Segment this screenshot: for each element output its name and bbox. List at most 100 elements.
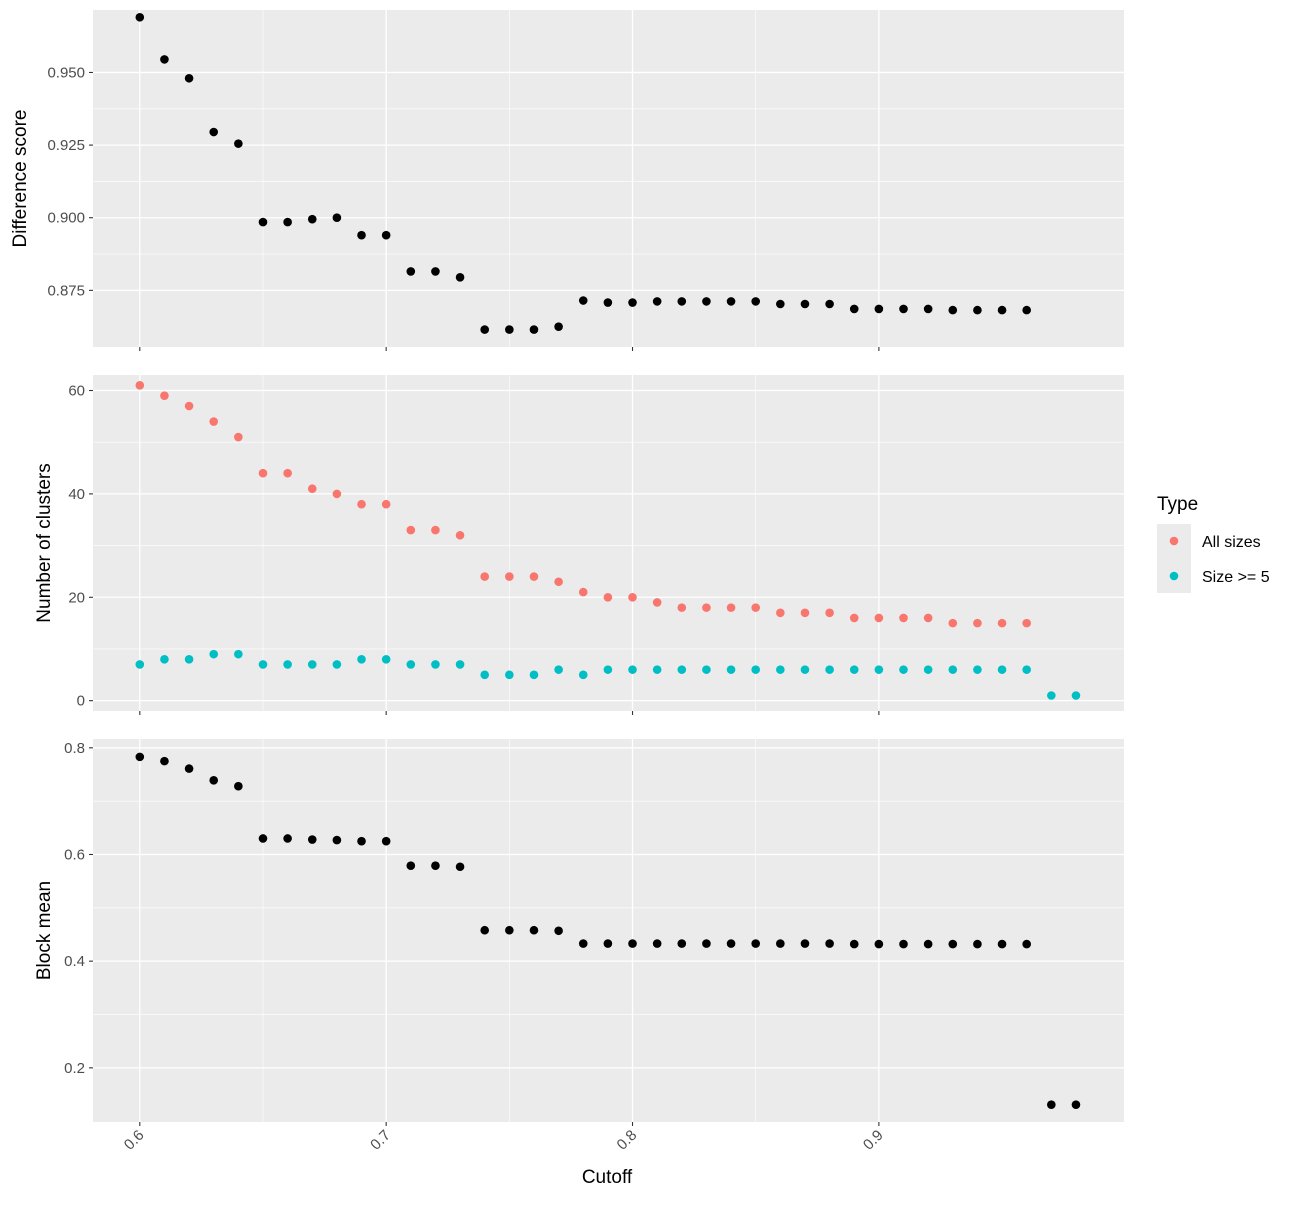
y-tick-label: 0.6 — [64, 846, 85, 863]
data-point — [357, 499, 366, 509]
data-point — [652, 598, 662, 607]
data-point — [554, 926, 563, 936]
data-point — [677, 603, 687, 612]
data-point — [825, 608, 834, 618]
data-point — [160, 756, 169, 766]
data-point — [973, 665, 982, 674]
data-point — [505, 925, 514, 935]
data-point — [702, 603, 711, 612]
data-point — [997, 618, 1007, 628]
data-point — [431, 267, 440, 276]
data-point — [948, 939, 958, 949]
legend-label: All sizes — [1202, 534, 1261, 551]
data-point — [1022, 618, 1031, 628]
data-point — [480, 925, 490, 935]
data-point — [677, 297, 687, 306]
data-point — [529, 572, 539, 581]
data-point — [923, 665, 933, 674]
data-point — [603, 298, 613, 307]
data-point — [406, 861, 416, 870]
data-point — [726, 603, 736, 612]
data-point — [307, 835, 317, 844]
data-point — [381, 230, 391, 240]
panel-block-mean: 0.2 0.4 0.6 0.8 Block mean — [34, 739, 1124, 1126]
data-point — [628, 939, 637, 948]
data-point — [973, 305, 982, 315]
data-point — [751, 665, 760, 674]
data-point — [603, 939, 613, 948]
data-point — [726, 665, 736, 674]
data-point — [135, 660, 145, 669]
y-tick-label: 40 — [68, 486, 85, 503]
data-point — [455, 530, 465, 540]
data-point — [234, 781, 243, 791]
data-point — [800, 939, 810, 948]
data-point — [234, 139, 243, 148]
data-point — [357, 230, 366, 240]
data-point — [849, 665, 859, 674]
data-point — [258, 834, 268, 843]
data-point — [776, 608, 785, 618]
legend: All sizes Size >= 5 — [1157, 524, 1270, 593]
data-point — [997, 305, 1007, 315]
panel-number-of-clusters: 0 20 40 60 Number of clusters — [34, 375, 1124, 715]
data-point — [578, 939, 588, 948]
data-point — [923, 613, 933, 623]
y-tick-label: 0.2 — [64, 1060, 85, 1077]
data-point — [603, 665, 613, 674]
legend-title: Type — [1157, 494, 1198, 515]
data-point — [431, 861, 440, 870]
data-point — [726, 939, 736, 948]
data-point — [628, 592, 637, 602]
data-point — [652, 939, 662, 948]
data-point — [825, 939, 834, 948]
data-point — [874, 665, 884, 674]
data-point — [1047, 1100, 1056, 1109]
data-point — [505, 572, 514, 581]
data-point — [184, 655, 194, 664]
data-point — [652, 665, 662, 674]
data-point — [751, 297, 760, 306]
data-point — [948, 665, 958, 674]
data-point — [776, 665, 785, 674]
data-point — [406, 660, 416, 669]
legend-key-all-sizes — [1169, 536, 1179, 546]
data-point — [135, 12, 145, 22]
data-point — [455, 272, 465, 282]
panel-background — [93, 739, 1124, 1122]
data-point — [899, 613, 908, 623]
data-point — [702, 665, 711, 674]
data-point — [899, 665, 908, 674]
x-axis-title: Cutoff — [582, 1167, 633, 1188]
data-point — [283, 468, 292, 478]
data-point — [923, 939, 933, 949]
data-point — [554, 665, 563, 674]
x-tick-label: 0.9 — [860, 1127, 887, 1154]
data-point — [184, 73, 194, 83]
panel-difference-score: 0.875 0.900 0.925 0.950 Difference score — [10, 10, 1124, 351]
data-point — [480, 325, 490, 334]
data-point — [1071, 1100, 1081, 1109]
data-point — [135, 752, 145, 762]
data-point — [1022, 305, 1031, 315]
data-point — [726, 297, 736, 306]
data-point — [431, 660, 440, 669]
data-point — [283, 217, 292, 227]
data-point — [529, 325, 539, 334]
data-point — [307, 214, 317, 224]
series-size-5 — [135, 649, 1081, 700]
legend-label: Size >= 5 — [1202, 569, 1270, 586]
y-tick-label: 20 — [68, 589, 85, 606]
data-point — [751, 603, 760, 612]
y-tick-label: 60 — [68, 383, 85, 400]
data-point — [849, 304, 859, 314]
data-point — [1071, 691, 1081, 700]
data-point — [603, 592, 613, 602]
y-tick-label: 0.8 — [64, 740, 85, 757]
data-point — [899, 939, 908, 949]
legend-key-size-ge-5 — [1169, 571, 1179, 581]
data-point — [628, 298, 637, 307]
data-point — [332, 835, 342, 845]
